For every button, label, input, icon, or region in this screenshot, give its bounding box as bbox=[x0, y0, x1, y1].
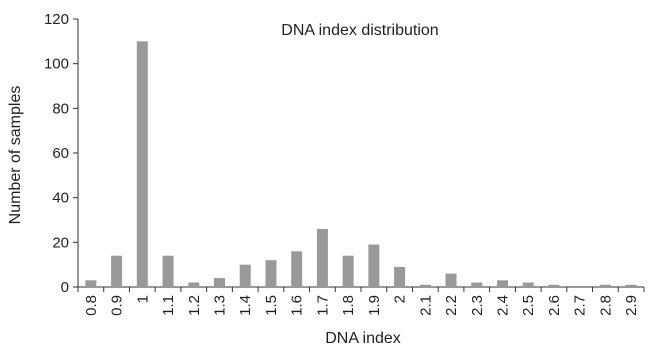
x-tick-label: 2.7 bbox=[572, 295, 589, 316]
bar bbox=[419, 284, 431, 287]
x-tick-label: 1.9 bbox=[366, 295, 383, 316]
bars-group bbox=[85, 41, 637, 288]
x-axis: 0.8 0.9 1 1.1 1.2 1.3 1.4 1.5 1.6 1.7 1.8 1.9 2 2.1 2.… bbox=[77, 286, 645, 316]
bar bbox=[136, 41, 148, 288]
x-tick-label: 1.1 bbox=[160, 295, 177, 316]
bar bbox=[291, 251, 303, 287]
x-tick-label: 2.5 bbox=[520, 295, 537, 316]
bar bbox=[522, 282, 534, 287]
x-tick-label: 1.2 bbox=[186, 295, 203, 316]
bar bbox=[214, 278, 225, 287]
bar bbox=[368, 244, 380, 287]
x-tick-label: 1.6 bbox=[289, 295, 306, 316]
x-tick-label: 2.2 bbox=[443, 295, 460, 316]
x-tick-label: 2.4 bbox=[495, 295, 512, 316]
x-tick-label: 2.1 bbox=[417, 295, 434, 316]
x-tick-label: 1.7 bbox=[314, 295, 331, 316]
x-tick-label: 2.9 bbox=[623, 295, 640, 316]
y-tick-label: 120 bbox=[44, 11, 69, 28]
x-tick-label: 1.5 bbox=[263, 295, 280, 316]
y-tick-label: 40 bbox=[52, 190, 69, 207]
bar bbox=[85, 280, 97, 287]
x-tick-label: 1 bbox=[134, 295, 151, 303]
x-tick-label: 1.4 bbox=[237, 295, 254, 316]
y-tick-label: 80 bbox=[52, 100, 69, 117]
x-axis-label: DNA index bbox=[325, 330, 401, 347]
chart-title: DNA index distribution bbox=[281, 22, 438, 39]
x-tick-label: 2 bbox=[392, 295, 409, 303]
y-tick-label: 60 bbox=[52, 145, 69, 162]
y-tick-label: 100 bbox=[44, 56, 69, 73]
bar bbox=[239, 264, 251, 287]
bar bbox=[445, 273, 457, 287]
x-tick-label: 1.3 bbox=[212, 295, 229, 316]
y-axis-label: Number of samples bbox=[7, 86, 24, 225]
bar bbox=[265, 260, 277, 287]
x-tick-label: 2.8 bbox=[597, 295, 614, 316]
x-tick-label: 0.9 bbox=[109, 295, 126, 316]
x-tick-label: 2.3 bbox=[469, 295, 486, 316]
bar bbox=[471, 282, 483, 287]
bar bbox=[316, 228, 328, 287]
bar bbox=[342, 255, 354, 287]
bar bbox=[625, 284, 637, 287]
bar bbox=[548, 284, 560, 287]
bar bbox=[394, 266, 406, 287]
bar bbox=[162, 255, 174, 287]
bar bbox=[599, 284, 611, 287]
bar bbox=[497, 280, 508, 287]
bar bbox=[111, 255, 123, 287]
y-tick-label: 0 bbox=[61, 279, 69, 296]
bar bbox=[188, 282, 200, 287]
x-tick-label: 2.6 bbox=[546, 295, 563, 316]
y-axis: 0 20 40 60 80 100 120 bbox=[44, 11, 79, 296]
y-tick-label: 20 bbox=[52, 234, 69, 251]
x-tick-label: 0.8 bbox=[83, 295, 100, 316]
x-tick-label: 1.8 bbox=[340, 295, 357, 316]
